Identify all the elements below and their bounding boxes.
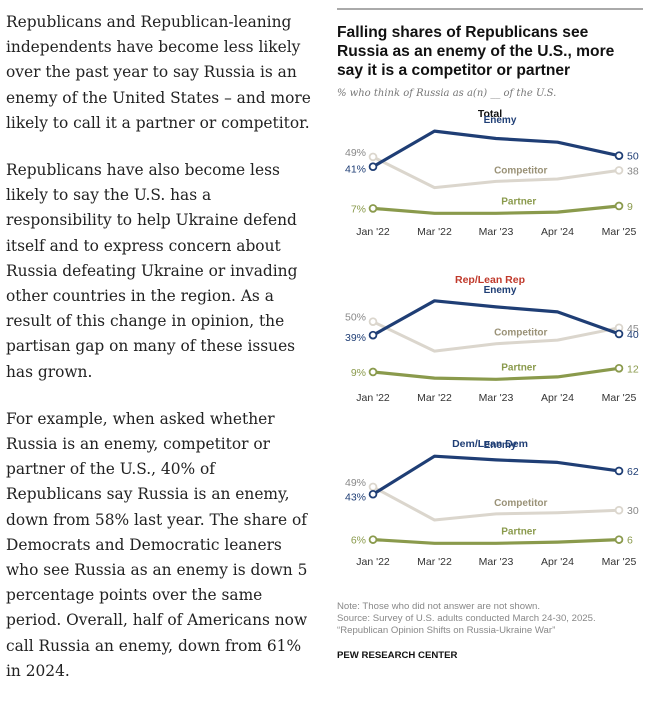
start-value-label: 39% xyxy=(345,332,366,344)
endpoint-marker xyxy=(614,201,624,211)
x-tick-label: Jan '22 xyxy=(356,226,390,238)
end-value-label: 45 xyxy=(627,323,639,335)
figure-title: Falling shares of Republicans see Russia… xyxy=(337,24,615,79)
endpoint-marker xyxy=(368,367,378,377)
panel-title-1: Total xyxy=(478,108,502,120)
endpoint-marker xyxy=(368,152,378,162)
x-tick-label: Apr '24 xyxy=(541,392,574,404)
endpoint-marker xyxy=(614,363,624,373)
series-line-competitor xyxy=(372,155,620,190)
series-line-partner xyxy=(372,204,620,215)
series-line-enemy xyxy=(372,299,620,337)
endpoint-marker xyxy=(614,535,624,544)
series-line-enemy xyxy=(372,454,620,496)
panel-title-3: Dem/Lean Dem xyxy=(452,438,528,450)
x-tick-label: Mar '23 xyxy=(479,556,514,568)
start-value-label: 9% xyxy=(351,367,366,379)
x-tick-label: Mar '25 xyxy=(602,556,637,568)
x-tick-label: Mar '23 xyxy=(479,226,514,238)
x-tick-label: Jan '22 xyxy=(356,392,390,404)
end-value-label: 30 xyxy=(627,505,639,517)
article-paragraph-1: Republicans and Republican-leaning indep… xyxy=(6,13,311,132)
endpoint-marker xyxy=(368,204,378,213)
x-tick-label: Mar '25 xyxy=(602,226,637,238)
figure-note: Note: Those who did not answer are not s… xyxy=(337,601,541,612)
end-value-label: 40 xyxy=(627,329,639,341)
article-paragraph-3: For example, when asked whether Russia i… xyxy=(6,409,308,680)
endpoint-marker xyxy=(368,489,378,499)
end-value-label: 38 xyxy=(627,165,639,177)
series-label-partner: Partner xyxy=(501,196,536,207)
series-label-competitor: Competitor xyxy=(494,165,547,176)
x-tick-label: Jan '22 xyxy=(356,556,390,568)
start-value-label: 41% xyxy=(345,164,366,176)
series-line-competitor xyxy=(372,485,620,522)
start-value-label: 49% xyxy=(345,147,366,159)
x-tick-label: Mar '22 xyxy=(417,392,452,404)
series-label-enemy: Enemy xyxy=(484,115,517,126)
endpoint-marker xyxy=(368,317,378,326)
pew-brand: PEW RESEARCH CENTER xyxy=(337,650,458,661)
figure-footer: Note: Those who did not answer are not s… xyxy=(337,601,643,637)
x-tick-label: Apr '24 xyxy=(541,556,574,568)
article-text: Republicans and Republican-leaning indep… xyxy=(6,10,311,706)
series-line-enemy xyxy=(372,129,620,169)
x-tick-label: Mar '22 xyxy=(417,556,452,568)
x-tick-label: Mar '23 xyxy=(479,392,514,404)
start-value-label: 43% xyxy=(345,491,366,503)
x-tick-label: Mar '22 xyxy=(417,226,452,238)
series-line-competitor xyxy=(372,320,620,353)
x-tick-label: Mar '25 xyxy=(602,392,637,404)
figure-top-rule xyxy=(337,8,643,10)
end-value-label: 50 xyxy=(627,151,639,163)
series-line-partner xyxy=(372,538,620,545)
series-label-enemy: Enemy xyxy=(484,440,517,451)
endpoint-marker xyxy=(614,466,624,476)
figure-subtitle: % who think of Russia as a(n) __ of the … xyxy=(337,88,557,99)
endpoint-marker xyxy=(368,162,378,172)
figure-report: “Republican Opinion Shifts on Russia-Ukr… xyxy=(337,625,556,636)
chart-figure: Falling shares of Republicans see Russia… xyxy=(337,8,643,610)
panel-title-2: Rep/Lean Rep xyxy=(455,274,525,286)
x-tick-label: Apr '24 xyxy=(541,226,574,238)
endpoint-marker xyxy=(614,329,624,339)
figure-source: Source: Survey of U.S. adults conducted … xyxy=(337,613,596,624)
endpoint-marker xyxy=(614,151,624,160)
series-label-partner: Partner xyxy=(501,362,536,373)
start-value-label: 49% xyxy=(345,477,366,489)
endpoint-marker xyxy=(368,535,378,544)
start-value-label: 50% xyxy=(345,312,366,324)
endpoint-marker xyxy=(368,482,378,492)
series-label-competitor: Competitor xyxy=(494,328,547,339)
endpoint-marker xyxy=(614,505,624,515)
end-value-label: 9 xyxy=(627,201,633,213)
end-value-label: 12 xyxy=(627,363,639,375)
endpoint-marker xyxy=(368,330,378,340)
article-paragraph-2: Republicans have also become less likely… xyxy=(6,161,298,381)
endpoint-marker xyxy=(614,166,624,175)
series-label-competitor: Competitor xyxy=(494,498,547,509)
end-value-label: 62 xyxy=(627,466,639,478)
series-line-partner xyxy=(372,366,620,381)
start-value-label: 7% xyxy=(351,203,366,215)
start-value-label: 6% xyxy=(351,535,366,547)
line-charts: Total 49% 38 7% 9 41% 50 Enemy Competitor Partner… xyxy=(345,108,639,568)
series-label-partner: Partner xyxy=(501,526,536,537)
series-label-enemy: Enemy xyxy=(484,285,517,296)
end-value-label: 6 xyxy=(627,535,633,547)
